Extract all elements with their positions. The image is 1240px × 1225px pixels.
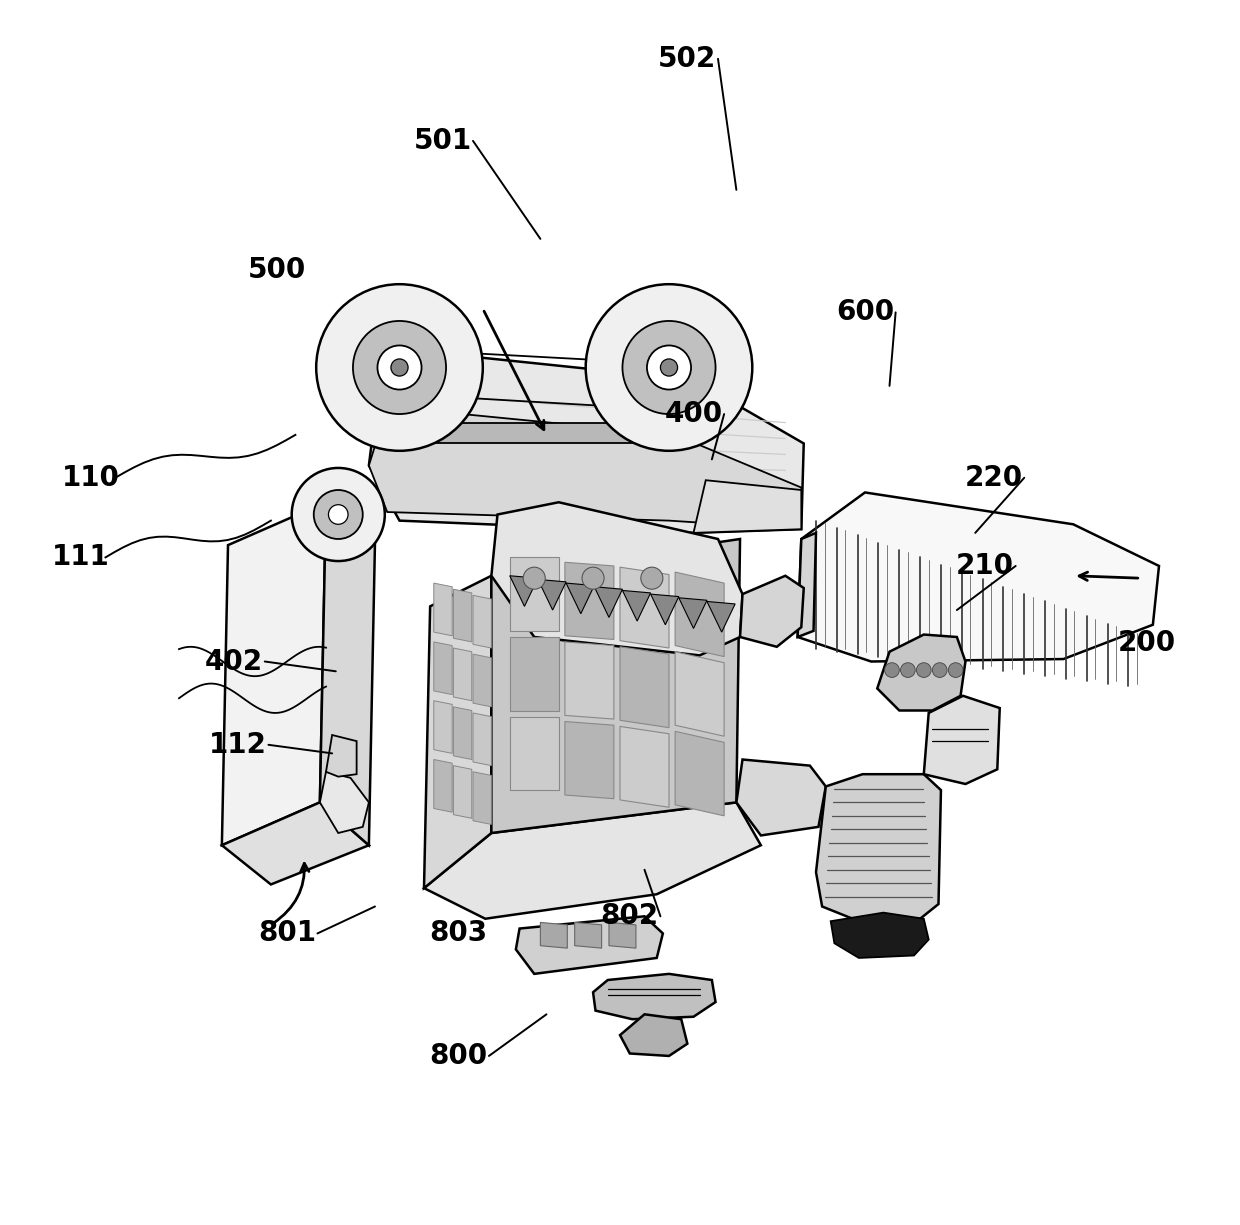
Text: 801: 801 [258,920,316,947]
Polygon shape [399,423,670,443]
Polygon shape [222,802,368,884]
Text: 210: 210 [956,552,1014,579]
Circle shape [582,567,604,589]
Polygon shape [620,567,670,648]
Circle shape [329,505,348,524]
Polygon shape [675,731,724,816]
Circle shape [291,468,384,561]
Polygon shape [541,922,568,948]
Polygon shape [454,766,471,818]
Text: 220: 220 [965,464,1023,491]
Text: 500: 500 [248,256,306,283]
Polygon shape [368,349,804,533]
Polygon shape [797,492,1159,662]
Polygon shape [737,760,826,835]
Polygon shape [567,583,594,614]
Polygon shape [454,707,471,760]
Polygon shape [424,802,761,919]
Polygon shape [434,701,453,753]
Circle shape [932,663,947,677]
Text: 803: 803 [429,920,487,947]
Polygon shape [651,594,678,625]
Circle shape [641,567,663,589]
Polygon shape [434,583,453,636]
Text: 802: 802 [600,903,658,930]
Polygon shape [424,576,491,888]
Circle shape [585,284,753,451]
Polygon shape [565,722,614,799]
Polygon shape [454,648,471,701]
Polygon shape [620,1014,687,1056]
Polygon shape [707,601,735,632]
Polygon shape [620,647,670,728]
Polygon shape [924,696,999,784]
Polygon shape [816,774,941,921]
Circle shape [353,321,446,414]
Polygon shape [434,642,453,695]
Polygon shape [565,562,614,639]
Polygon shape [510,637,559,710]
Polygon shape [565,642,614,719]
Text: 111: 111 [52,544,110,571]
Text: 600: 600 [836,299,894,326]
Polygon shape [320,772,368,833]
Circle shape [916,663,931,677]
Polygon shape [675,652,724,736]
Polygon shape [609,922,636,948]
Polygon shape [594,587,622,617]
Polygon shape [622,590,651,621]
Polygon shape [675,572,724,657]
Polygon shape [320,502,374,845]
Polygon shape [454,589,471,642]
Polygon shape [510,557,559,631]
Polygon shape [472,772,491,824]
Polygon shape [472,713,491,766]
Circle shape [647,345,691,390]
Polygon shape [877,635,966,710]
Polygon shape [326,735,357,777]
Text: 402: 402 [205,648,263,675]
Text: 110: 110 [62,464,120,491]
Text: 112: 112 [208,731,267,758]
Circle shape [949,663,963,677]
Polygon shape [510,576,538,606]
Polygon shape [472,595,491,648]
Polygon shape [472,654,491,707]
Polygon shape [593,974,715,1019]
Text: 501: 501 [413,127,471,154]
Polygon shape [516,916,663,974]
Polygon shape [740,576,804,647]
Polygon shape [620,726,670,807]
Text: 502: 502 [658,45,717,72]
Circle shape [391,359,408,376]
Circle shape [314,490,363,539]
Circle shape [377,345,422,390]
Polygon shape [797,533,816,637]
Circle shape [900,663,915,677]
Polygon shape [368,407,801,529]
Polygon shape [491,502,743,655]
Circle shape [622,321,715,414]
Polygon shape [434,760,453,812]
Circle shape [661,359,677,376]
Circle shape [316,284,482,451]
Text: 800: 800 [429,1042,487,1069]
Polygon shape [222,502,326,845]
Polygon shape [510,717,559,790]
Text: 400: 400 [665,401,723,428]
Polygon shape [574,922,601,948]
Polygon shape [491,539,740,833]
Polygon shape [693,480,801,533]
Circle shape [523,567,546,589]
Polygon shape [831,913,929,958]
Text: 200: 200 [1117,630,1176,657]
Polygon shape [678,598,707,628]
Circle shape [884,663,899,677]
Polygon shape [538,579,567,610]
